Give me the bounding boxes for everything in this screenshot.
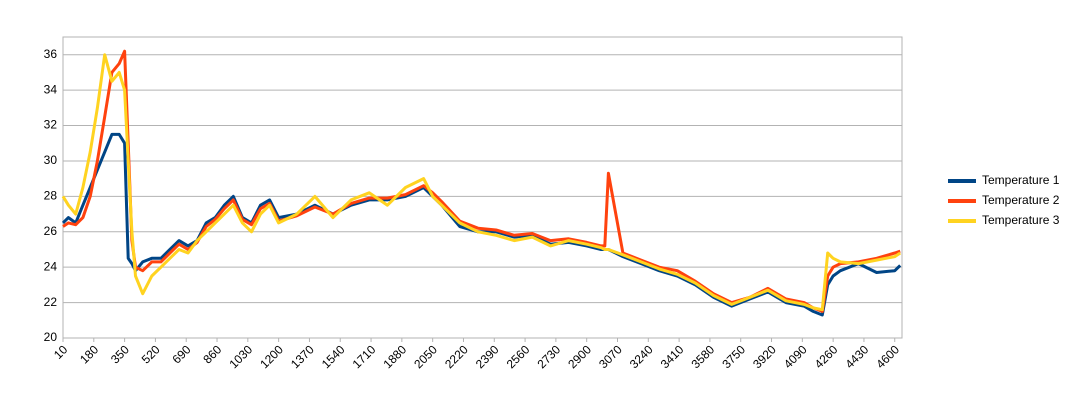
x-tick-label: 1370 xyxy=(288,342,317,371)
series-line xyxy=(61,132,902,317)
y-tick-label: 36 xyxy=(44,47,58,61)
y-tick-label: 22 xyxy=(44,295,58,309)
x-tick-label: 2390 xyxy=(473,342,502,371)
series-line xyxy=(61,53,902,312)
x-tick-label: 520 xyxy=(139,342,163,366)
legend-label: Temperature 1 xyxy=(982,173,1060,187)
y-tick-label: 32 xyxy=(44,118,58,132)
x-tick-label: 350 xyxy=(108,342,132,366)
x-tick-label: 3240 xyxy=(627,342,656,371)
x-tick-label: 3750 xyxy=(719,342,748,371)
x-tick-label: 3410 xyxy=(658,342,687,371)
x-tick-label: 2050 xyxy=(411,342,440,371)
x-tick-label: 3070 xyxy=(596,342,625,371)
x-tick-label: 4600 xyxy=(873,342,902,371)
x-tick-label: 690 xyxy=(170,342,194,366)
y-tick-label: 34 xyxy=(44,82,58,96)
x-tick-label: 10 xyxy=(51,342,71,362)
legend-label: Temperature 2 xyxy=(982,193,1060,207)
x-tick-label: 2730 xyxy=(534,342,563,371)
y-tick-label: 30 xyxy=(44,153,58,167)
x-tick-label: 3580 xyxy=(689,342,718,371)
x-tick-label: 1200 xyxy=(257,342,286,371)
y-tick-label: 28 xyxy=(44,189,58,203)
x-tick-label: 180 xyxy=(77,342,101,366)
x-tick-label: 4090 xyxy=(781,342,810,371)
x-tick-label: 860 xyxy=(200,342,224,366)
x-tick-label: 1880 xyxy=(380,342,409,371)
x-tick-label: 2900 xyxy=(565,342,594,371)
y-tick-label: 26 xyxy=(44,224,58,238)
y-tick-label: 24 xyxy=(44,259,58,273)
y-tick-label: 20 xyxy=(44,330,58,344)
plot-border xyxy=(62,36,903,339)
x-tick-label: 2560 xyxy=(504,342,533,371)
x-tick-label: 4260 xyxy=(812,342,841,371)
x-tick-label: 1540 xyxy=(319,342,348,371)
x-tick-label: 2220 xyxy=(442,342,471,371)
x-tick-label: 4430 xyxy=(843,342,872,371)
x-tick-label: 3920 xyxy=(750,342,779,371)
x-tick-label: 1030 xyxy=(226,342,255,371)
x-tick-label: 1710 xyxy=(350,342,379,371)
legend-label: Temperature 3 xyxy=(982,213,1060,227)
